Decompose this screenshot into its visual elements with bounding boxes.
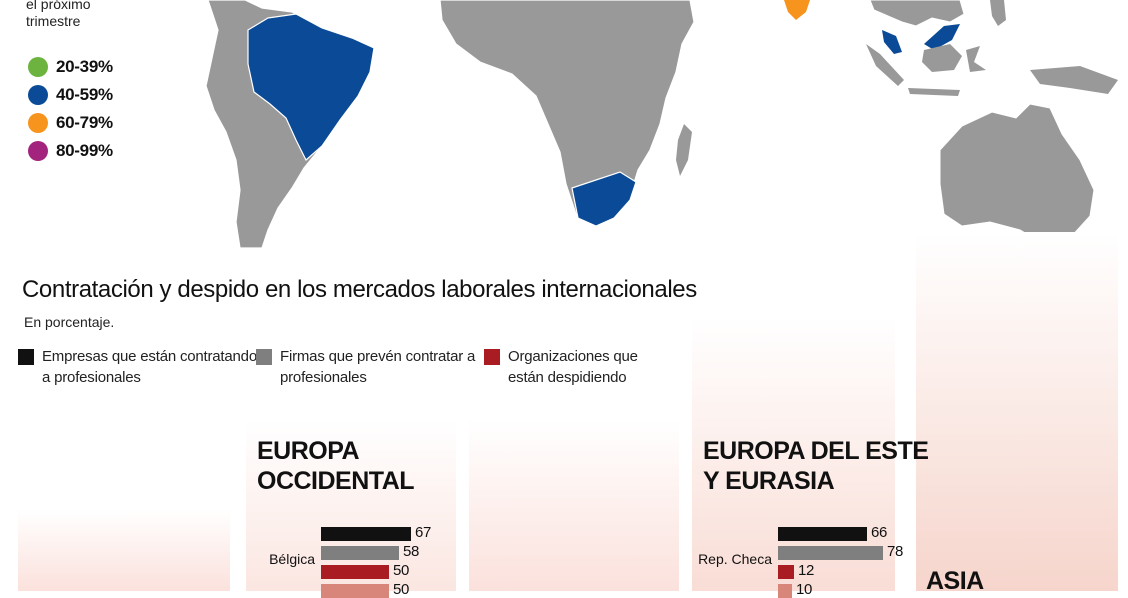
legend-dot-icon: [28, 141, 48, 161]
legend-dot-icon: [28, 113, 48, 133]
bar-value-label: 67: [415, 524, 432, 541]
map-sulawesi: [966, 46, 986, 72]
bar: [321, 546, 399, 560]
map-legend-item: 60-79%: [28, 111, 113, 135]
series-key-item: Organizaciones que están despidiendo: [484, 346, 668, 388]
map-country-malasia-borneo: [924, 24, 960, 50]
map-legend-item: 80-99%: [28, 139, 113, 163]
bar-value-label: 12: [798, 562, 815, 579]
map-country-malasia-peninsular: [882, 30, 902, 54]
series-key-item: Empresas que están contratando a profesi…: [18, 346, 267, 388]
map-legend-item: 40-59%: [28, 83, 113, 107]
map-legend-label: 60-79%: [56, 113, 113, 132]
panel-europa-occidental-bg: [246, 420, 456, 591]
map-legend-item: 20-39%: [28, 55, 113, 79]
map-country-india: [784, 0, 810, 20]
series-swatch: [484, 349, 500, 365]
panel-asia-bg: [916, 232, 1118, 591]
map-southeast-asia: [869, 0, 965, 27]
series-swatch: [18, 349, 34, 365]
chart-subtitle: En porcentaje.: [24, 314, 115, 330]
bar: [778, 546, 883, 560]
map-legend-label: 80-99%: [56, 141, 113, 160]
bar: [321, 565, 389, 579]
panel-title-europa-este: EUROPA DEL ESTE Y EURASIA: [703, 437, 929, 495]
legend-dot-icon: [28, 85, 48, 105]
series-key-item: Firmas que prevén contratar a profesiona…: [256, 346, 480, 388]
series-key-label: Empresas que están contratando a profesi…: [42, 348, 257, 386]
series-key-label: Firmas que prevén contratar a profesiona…: [280, 348, 476, 386]
map-sumatra: [866, 44, 904, 86]
world-map: [205, 0, 1118, 249]
country-label: Bélgica: [269, 551, 315, 567]
bar-value-label: 78: [887, 543, 904, 560]
bar-value-label: 58: [403, 543, 420, 560]
bar-value-label: 66: [871, 524, 888, 541]
map-country-sudafrica: [571, 171, 637, 227]
chart-title: Contratación y despido en los mercados l…: [22, 276, 697, 303]
map-legend-title: el próximo trimestre: [26, 0, 91, 29]
map-borneo: [922, 44, 962, 72]
bar: [778, 527, 867, 541]
panel-title-asia: ASIA: [926, 567, 984, 595]
bar-value-label: 50: [393, 581, 410, 598]
map-philippines: [990, 0, 1006, 26]
bar-value-label: 50: [393, 562, 410, 579]
panel-title-europa-occidental: EUROPA OCCIDENTAL: [257, 437, 415, 495]
country-label: Rep. Checa: [698, 551, 772, 567]
bar: [321, 527, 411, 541]
map-legend-label: 20-39%: [56, 57, 113, 76]
map-new-guinea: [1030, 66, 1118, 94]
map-country-brasil: [247, 13, 375, 161]
bar: [321, 584, 389, 598]
map-madagascar: [676, 124, 692, 176]
panel-europa-este-bg: [692, 318, 895, 591]
series-swatch: [256, 349, 272, 365]
panel-bg-left: [18, 510, 230, 591]
map-africa: [439, 0, 695, 227]
bar: [778, 565, 794, 579]
map-australia: [939, 103, 1095, 245]
panel-bg-middle: [469, 420, 679, 591]
map-legend-label: 40-59%: [56, 85, 113, 104]
bar: [778, 584, 792, 598]
legend-dot-icon: [28, 57, 48, 77]
bar-value-label: 10: [796, 581, 813, 598]
series-key-label: Organizaciones que están despidiendo: [508, 348, 638, 386]
map-java: [908, 88, 960, 96]
